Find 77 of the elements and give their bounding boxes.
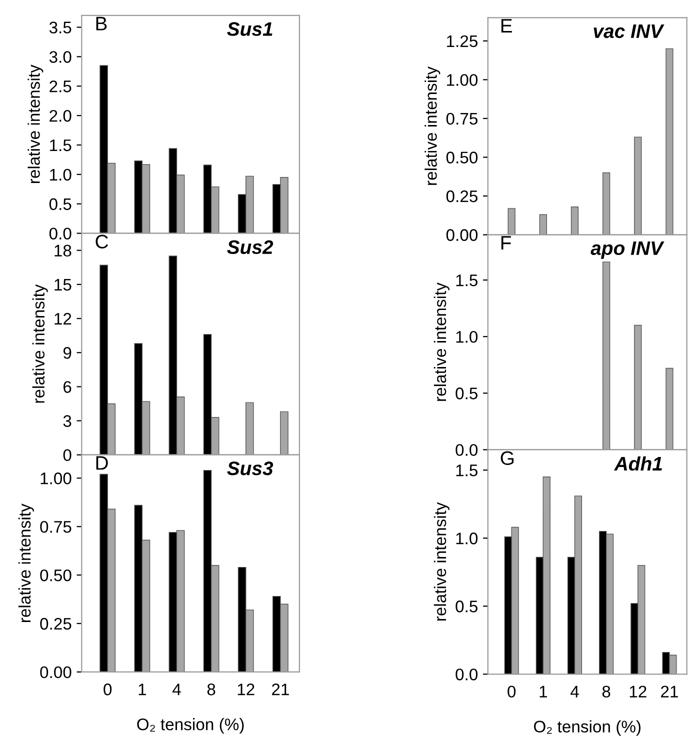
y-axis-title: relative intensity [18, 504, 34, 622]
x-tick-label: 12 [630, 686, 646, 698]
x-tick-label: 21 [272, 684, 289, 696]
x-axis-title: O₂ tension (%) [534, 720, 641, 736]
y-tick-label: 0.25 [446, 190, 478, 202]
y-tick-label: 0.0 [456, 444, 478, 456]
chart-title: vac INV [594, 24, 664, 38]
bar [634, 136, 642, 235]
chart-title: Sus1 [227, 22, 272, 36]
annotation: G [500, 451, 514, 466]
bar [634, 324, 642, 450]
y-tick-label: 15 [54, 279, 72, 291]
y-tick-label: 1.00 [40, 472, 72, 484]
bar [602, 172, 610, 235]
annotation: B [96, 16, 107, 30]
y-tick-label: 0.50 [446, 152, 478, 164]
y-tick-label: 0.25 [40, 618, 72, 630]
y-tick-label: 12 [54, 312, 72, 325]
y-tick-label: 18 [54, 244, 72, 257]
x-tick-label: 4 [570, 686, 579, 698]
y-tick-label: 0 [63, 449, 72, 462]
y-tick-label: 2.0 [50, 110, 72, 122]
y-tick-label: 1.0 [456, 532, 478, 544]
y-tick-label: 1.0 [50, 168, 72, 181]
y-tick-label: 1.5 [456, 274, 478, 286]
annotation: F [501, 236, 511, 250]
y-tick-label: 3.5 [49, 22, 72, 34]
chart-title: Sus2 [227, 240, 274, 254]
y-tick-label: 0.0 [456, 668, 478, 680]
y-tick-label: 0.0 [49, 228, 72, 240]
y-tick-label: 1.5 [50, 140, 72, 152]
x-tick-label: 1 [540, 686, 547, 698]
annotation: C [96, 234, 108, 248]
y-tick-label: 2.5 [50, 80, 72, 92]
y-tick-label: 1.25 [447, 35, 478, 48]
bar [602, 262, 610, 450]
chart-title: Sus3 [227, 461, 274, 476]
x-tick-label: 8 [207, 684, 216, 696]
y-axis-title: relative intensity [424, 66, 440, 185]
x-axis-title: O₂ tension (%) [137, 718, 244, 734]
bar [539, 214, 547, 235]
y-tick-label: 0.00 [40, 666, 72, 678]
x-tick-label: 1 [138, 684, 146, 696]
y-tick-label: 1.0 [456, 330, 478, 343]
y-axis-title: relative intensity [28, 64, 44, 184]
y-axis-title: relative intensity [434, 282, 450, 401]
bar [280, 411, 288, 455]
y-tick-label: 0.5 [456, 388, 478, 400]
y-tick-label: 3 [63, 415, 72, 427]
y-tick-label: 0.75 [40, 520, 72, 533]
y-axis-title: relative intensity [434, 502, 450, 621]
x-tick-label: 0 [104, 684, 112, 696]
chart-title: Adh1 [614, 456, 662, 471]
y-tick-label: 0.75 [446, 112, 478, 125]
chart-title: apo INV [590, 241, 664, 259]
y-tick-label: 1.5 [456, 464, 478, 476]
x-tick-label: 0 [508, 686, 516, 698]
y-tick-label: 0.00 [446, 229, 478, 241]
annotation: D [96, 456, 108, 470]
x-tick-label: 12 [238, 684, 254, 696]
y-tick-label: 0.50 [40, 569, 72, 582]
y-tick-label: 6 [64, 381, 72, 393]
y-tick-label: 3.0 [49, 51, 72, 63]
y-tick-label: 0.5 [49, 198, 72, 210]
x-tick-label: 8 [602, 686, 610, 698]
bar [570, 206, 579, 235]
x-tick-label: 21 [661, 686, 678, 698]
bar [666, 368, 674, 450]
y-tick-label: 0.5 [456, 600, 478, 612]
bar [246, 402, 254, 455]
bar [508, 208, 516, 235]
y-tick-label: 9 [63, 347, 72, 359]
y-tick-label: 1.00 [447, 74, 478, 86]
x-tick-label: 4 [172, 684, 181, 696]
bar [666, 48, 674, 235]
y-axis-title: relative intensity [32, 284, 48, 403]
annotation: E [501, 19, 512, 32]
